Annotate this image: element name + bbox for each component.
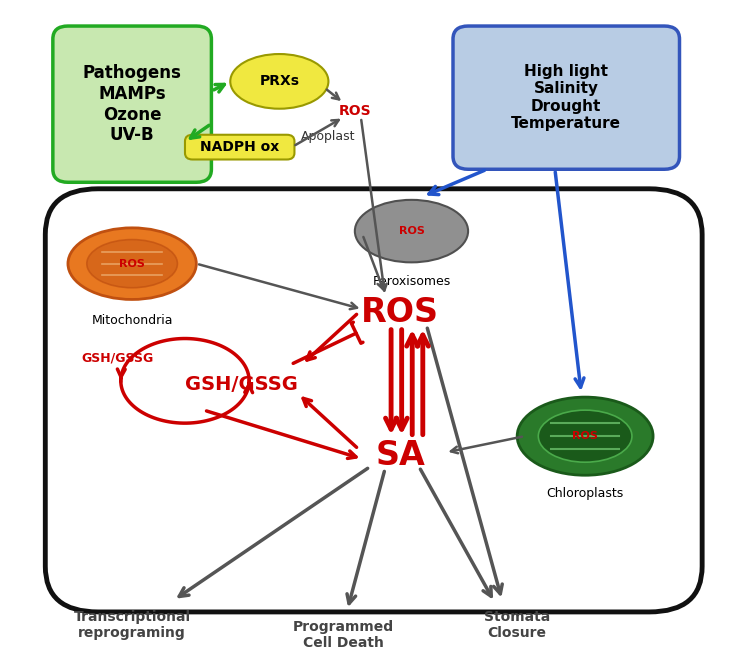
Text: Transcriptional
reprograming: Transcriptional reprograming [73,610,191,640]
Text: SA: SA [375,439,425,472]
Text: GSH/GSSG: GSH/GSSG [185,374,298,394]
FancyBboxPatch shape [185,135,294,159]
Ellipse shape [230,54,328,109]
FancyBboxPatch shape [453,26,680,169]
Text: ROS: ROS [338,104,371,118]
Text: Pathogens
MAMPs
Ozone
UV-B: Pathogens MAMPs Ozone UV-B [83,64,181,145]
Ellipse shape [355,200,468,262]
Text: Mitochondria: Mitochondria [91,314,173,327]
FancyBboxPatch shape [53,26,211,182]
Text: Stomata
Closure: Stomata Closure [484,610,550,640]
Ellipse shape [517,397,653,475]
FancyBboxPatch shape [45,189,702,612]
Text: ROS: ROS [119,258,145,269]
Ellipse shape [538,410,632,462]
Text: GSH/GSSG: GSH/GSSG [81,352,153,365]
Ellipse shape [68,228,196,299]
Text: Programmed
Cell Death: Programmed Cell Death [293,620,394,650]
Text: High light
Salinity
Drought
Temperature: High light Salinity Drought Temperature [511,64,621,132]
Text: NADPH ox: NADPH ox [200,140,279,154]
Text: PRXs: PRXs [260,74,299,89]
Text: ROS: ROS [361,296,439,329]
Text: Peroxisomes: Peroxisomes [372,275,451,288]
Ellipse shape [87,240,177,288]
Text: ROS: ROS [572,431,598,441]
Text: ROS: ROS [399,226,424,236]
Text: Apoplast: Apoplast [301,130,356,143]
Text: Chloroplasts: Chloroplasts [547,487,624,500]
